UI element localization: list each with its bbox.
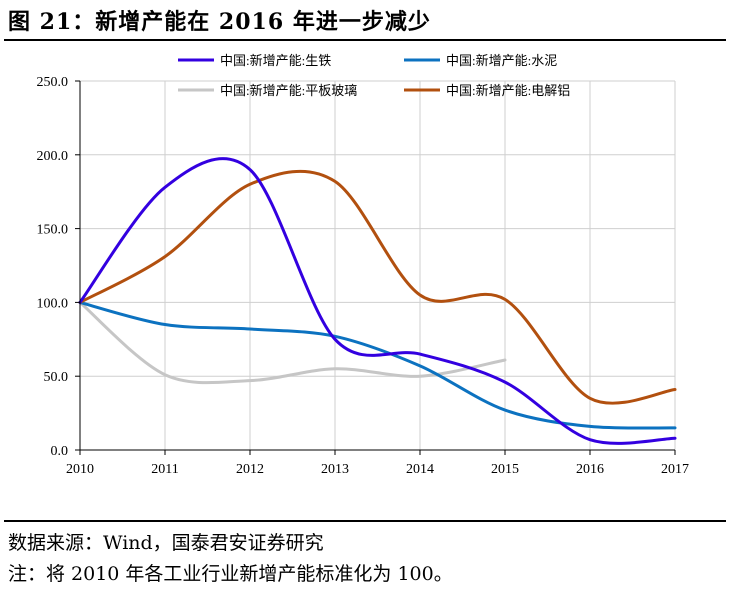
y-tick-labels: 0.0 50.0 100.0 150.0 200.0 250.0	[37, 75, 69, 459]
legend-label: 中国:新增产能:水泥	[446, 53, 557, 68]
figure-title: 图 21：新增产能在 2016 年进一步减少	[8, 9, 431, 35]
source-note: 数据来源：Wind，国泰君安证券研究	[8, 532, 324, 554]
title-divider	[4, 39, 726, 41]
series-lines	[78, 157, 677, 445]
y-tick-label: 250.0	[37, 75, 69, 90]
y-tick-label: 0.0	[51, 444, 69, 459]
legend-item-cement: 中国:新增产能:水泥	[404, 53, 557, 68]
line-chart: 0.0 50.0 100.0 150.0 200.0 250.0 2010 2011 2012…	[37, 53, 690, 477]
legend-item-pig-iron: 中国:新增产能:生铁	[178, 53, 331, 68]
legend-item-electrolytic-aluminum: 中国:新增产能:电解铝	[404, 83, 570, 98]
x-tick-label: 2013	[321, 462, 349, 477]
legend-item-flat-glass: 中国:新增产能:平板玻璃	[178, 83, 357, 98]
footer-divider	[4, 520, 726, 522]
series-electrolytic-aluminum-line	[78, 169, 677, 405]
y-tick-label: 150.0	[37, 223, 69, 238]
grid-lines	[80, 80, 676, 450]
series-pig-iron-line	[78, 157, 677, 445]
y-tick-label: 200.0	[37, 149, 69, 164]
series-cement-line	[78, 300, 677, 430]
x-tick-labels: 2010 2011 2012 2013 2014 2015 2016 2017	[66, 462, 689, 477]
x-tick-label: 2015	[491, 462, 519, 477]
x-tick-label: 2017	[661, 462, 689, 477]
x-tick-label: 2010	[66, 462, 94, 477]
x-tick-label: 2011	[151, 462, 178, 477]
legend-label: 中国:新增产能:平板玻璃	[220, 83, 357, 98]
legend-label: 中国:新增产能:生铁	[220, 53, 331, 68]
footnote: 注：将 2010 年各工业行业新增产能标准化为 100。	[8, 563, 453, 585]
legend-label: 中国:新增产能:电解铝	[446, 83, 570, 98]
x-tick-label: 2012	[236, 462, 264, 477]
axes	[75, 80, 676, 455]
y-tick-label: 100.0	[37, 296, 69, 311]
x-tick-label: 2016	[576, 462, 604, 477]
series-flat-glass-line	[78, 300, 507, 385]
y-tick-label: 50.0	[44, 370, 69, 385]
x-tick-label: 2014	[406, 462, 434, 477]
